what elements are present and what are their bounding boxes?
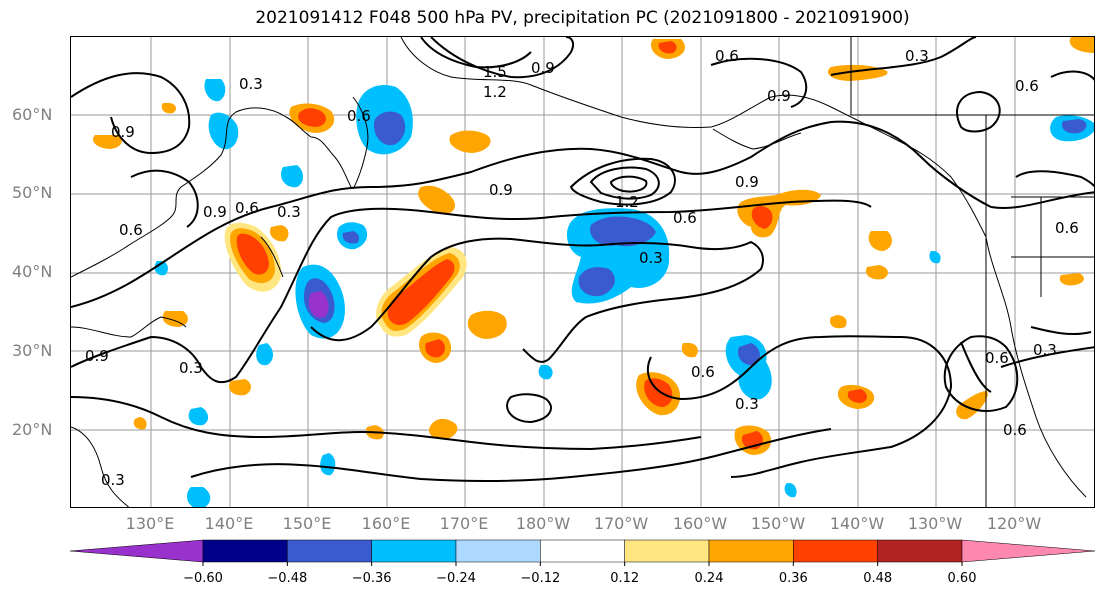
lon-label-170e: 170°E bbox=[439, 514, 489, 533]
contour-label: 0.6 bbox=[673, 209, 697, 227]
colorbar-tick-label: 0.36 bbox=[779, 571, 808, 586]
contour-label: 0.6 bbox=[691, 363, 715, 381]
map-panel: 0.9 0.3 0.6 0.6 0.9 0.6 0.3 1.5 1.2 0.9 … bbox=[70, 36, 1095, 508]
colorbar-segment bbox=[287, 539, 372, 563]
colorbar-segments bbox=[69, 539, 1096, 563]
lon-label-160e: 160°E bbox=[361, 514, 411, 533]
colorbar: −0.60 −0.48 −0.36 −0.24 −0.12 0.12 0.24 0.36 0.4… bbox=[69, 539, 1096, 586]
contour-labels: 0.9 0.3 0.6 0.6 0.9 0.6 0.3 1.5 1.2 0.9 … bbox=[85, 47, 1079, 489]
colorbar-tick-label: 0.12 bbox=[610, 571, 639, 586]
colorbar-tick-label: 0.48 bbox=[863, 571, 892, 586]
lon-label-130e: 130°E bbox=[125, 514, 175, 533]
contour-label: 0.9 bbox=[111, 123, 135, 141]
coastlines bbox=[71, 37, 1094, 507]
colorbar-segment bbox=[708, 539, 794, 563]
colorbar-tick-label: −0.12 bbox=[520, 571, 560, 586]
lon-label-120w: 120°W bbox=[986, 514, 1042, 533]
contour-label: 1.5 bbox=[483, 63, 507, 81]
colorbar-segment bbox=[202, 539, 288, 563]
contour-label: 0.9 bbox=[767, 87, 791, 105]
contour-label: 0.6 bbox=[1015, 77, 1039, 95]
lon-label-150e: 150°E bbox=[282, 514, 332, 533]
colorbar-segment bbox=[540, 539, 625, 563]
contour-label: 0.3 bbox=[179, 359, 203, 377]
colorbar-segment bbox=[793, 539, 878, 563]
contour-label: 1.2 bbox=[615, 193, 639, 211]
colorbar-tick-label: −0.36 bbox=[352, 571, 392, 586]
negative-precip-areas bbox=[154, 79, 1094, 507]
pv-contours bbox=[71, 37, 1094, 483]
contour-label: 0.3 bbox=[639, 249, 663, 267]
colorbar-segment bbox=[69, 539, 204, 563]
lat-label-40n: 40°N bbox=[12, 262, 53, 281]
lat-label-50n: 50°N bbox=[12, 183, 53, 202]
positive-precip-areas bbox=[92, 37, 1094, 455]
colorbar-segment bbox=[455, 539, 541, 563]
contour-label: 0.6 bbox=[985, 349, 1009, 367]
colorbar-segment bbox=[961, 539, 1096, 563]
lat-label-30n: 30°N bbox=[12, 341, 53, 360]
colorbar-segment bbox=[877, 539, 963, 563]
lon-label-140e: 140°E bbox=[204, 514, 254, 533]
contour-label: 0.3 bbox=[277, 203, 301, 221]
map-canvas: 0.9 0.3 0.6 0.6 0.9 0.6 0.3 1.5 1.2 0.9 … bbox=[71, 37, 1094, 507]
contour-label: 0.6 bbox=[715, 47, 739, 65]
plot-title: 2021091412 F048 500 hPa PV, precipitatio… bbox=[255, 8, 910, 28]
lon-label-160w: 160°W bbox=[672, 514, 728, 533]
contour-label: 0.9 bbox=[203, 203, 227, 221]
contour-label: 0.9 bbox=[735, 173, 759, 191]
colorbar-tick-label: 0.60 bbox=[948, 571, 977, 586]
colorbar-tick-label: 0.24 bbox=[695, 571, 724, 586]
contour-label: 0.9 bbox=[489, 181, 513, 199]
lon-label-130w: 130°W bbox=[907, 514, 963, 533]
colorbar-ticks: −0.60 −0.48 −0.36 −0.24 −0.12 0.12 0.24 0.36 0.4… bbox=[183, 562, 976, 586]
contour-label: 0.6 bbox=[1003, 421, 1027, 439]
contour-label: 0.3 bbox=[1033, 341, 1057, 359]
contour-label: 0.3 bbox=[239, 75, 263, 93]
lon-label-170w: 170°W bbox=[593, 514, 649, 533]
colorbar-segment bbox=[624, 539, 710, 563]
lon-label-140w: 140°W bbox=[829, 514, 885, 533]
lat-label-60n: 60°N bbox=[12, 105, 53, 124]
contour-label: 0.6 bbox=[235, 199, 259, 217]
contour-label: 0.6 bbox=[119, 221, 143, 239]
contour-label: 1.2 bbox=[483, 83, 507, 101]
colorbar-tick-label: −0.24 bbox=[436, 571, 476, 586]
contour-label: 0.3 bbox=[101, 471, 125, 489]
colorbar-tick-label: −0.48 bbox=[267, 571, 307, 586]
colorbar-tick-label: −0.60 bbox=[183, 571, 223, 586]
contour-label: 0.6 bbox=[1055, 219, 1079, 237]
contour-label: 0.9 bbox=[531, 59, 555, 77]
lon-label-180w: 180°W bbox=[515, 514, 571, 533]
colorbar-segment bbox=[371, 539, 457, 563]
contour-label: 0.9 bbox=[85, 347, 109, 365]
contour-label: 0.3 bbox=[905, 47, 929, 65]
contour-label: 0.3 bbox=[735, 395, 759, 413]
contour-label: 0.6 bbox=[347, 107, 371, 125]
lon-label-150w: 150°W bbox=[750, 514, 806, 533]
lat-label-20n: 20°N bbox=[12, 420, 53, 439]
